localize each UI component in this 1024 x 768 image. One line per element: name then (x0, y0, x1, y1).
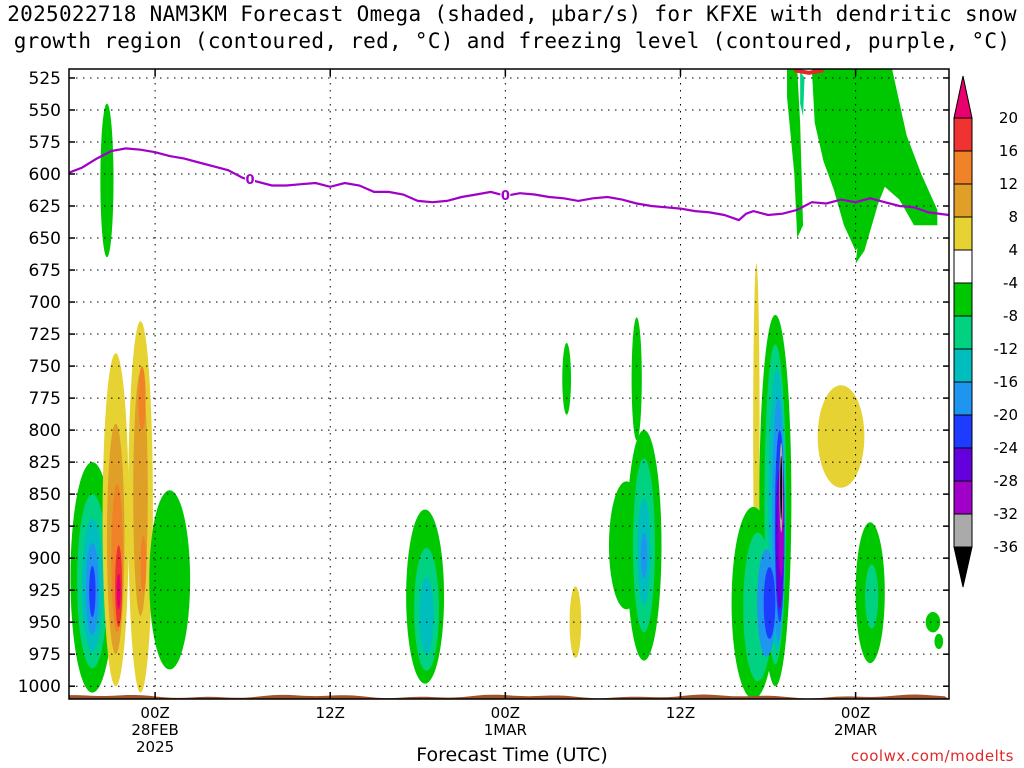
omega-cell-10 (116, 573, 121, 610)
omega-cell-18 (419, 577, 434, 655)
y-tick-label: 600 (29, 165, 61, 185)
y-tick-label: 525 (29, 69, 61, 89)
omega-cell-0 (100, 103, 114, 258)
chart-title-line-2: growth region (contoured, red, °C) and f… (13, 29, 1011, 53)
x-tick-label: 00Z (140, 704, 169, 722)
colorbar-segment (953, 183, 973, 218)
chart-title-line-1: 2025022718 NAM3KM Forecast Omega (shaded… (7, 2, 1017, 26)
x-tick-label: 12Z (316, 704, 345, 722)
y-tick-label: 550 (29, 101, 61, 121)
y-tick-label: 650 (29, 229, 61, 249)
colorbar-label: 16 (999, 142, 1018, 160)
omega-cell-21 (631, 317, 642, 441)
colorbar-label: 8 (1008, 208, 1018, 226)
colorbar: 20 16 12 8 4 -4 -8 -12 -16 -20 -24 -28 -32 -36 (953, 75, 1019, 588)
grid-lines (69, 69, 949, 699)
x-axis-label: Forecast Time (UTC) (416, 744, 608, 766)
freezing-level-line (69, 147, 949, 222)
colorbar-label: -4 (1003, 274, 1018, 292)
y-tick-label: 700 (29, 293, 61, 313)
x-tick-label: 00Z (491, 704, 520, 722)
x-tick-label: 2025 (136, 738, 174, 756)
y-tick-label: 925 (29, 581, 61, 601)
colorbar-label: 12 (999, 175, 1018, 193)
y-tick-label: 950 (29, 613, 61, 633)
y-tick-label: 975 (29, 645, 61, 665)
colorbar-segment (953, 381, 973, 416)
y-tick-label: 900 (29, 549, 61, 569)
omega-region-3 (855, 206, 878, 264)
colorbar-label: 20 (999, 109, 1018, 127)
colorbar-segment (953, 348, 973, 383)
terrain-surface (69, 694, 949, 699)
colorbar-label: -12 (994, 340, 1019, 358)
freezing-level-label: 0 (501, 189, 510, 204)
omega-cell-43 (865, 564, 879, 629)
freezing-level-label-bg (500, 187, 511, 202)
omega-cell-44 (925, 611, 941, 633)
colorbar-label: -8 (1003, 307, 1018, 325)
omega-cell-40 (780, 455, 783, 520)
omega-region-0 (787, 69, 804, 239)
y-tick-label: 800 (29, 421, 61, 441)
x-tick-label: 2MAR (834, 721, 877, 739)
colorbar-bottom-arrow (953, 546, 973, 588)
omega-cell-15 (149, 490, 191, 670)
colorbar-label: -16 (994, 373, 1019, 391)
colorbar-segment (953, 249, 973, 284)
colorbar-segment (953, 480, 973, 515)
y-tick-label: 1000 (18, 677, 61, 697)
colorbar-segment (953, 513, 973, 548)
y-tick-label: 675 (29, 261, 61, 281)
omega-cell-41 (763, 567, 776, 639)
omega-cell-5 (89, 565, 96, 618)
y-tick-label: 850 (29, 485, 61, 505)
colorbar-segment (953, 150, 973, 185)
omega-cell-19 (562, 343, 572, 415)
y-tick-label: 825 (29, 453, 61, 473)
omega-cell-28 (817, 385, 865, 488)
plot-frame (68, 68, 950, 700)
x-tick-label: 28FEB (131, 721, 178, 739)
omega-cell-20 (569, 586, 582, 659)
x-tick-label: 00Z (841, 704, 870, 722)
omega-cell-45 (934, 633, 944, 650)
snow-growth-contour (793, 69, 824, 75)
omega-cell-13 (138, 366, 146, 431)
colorbar-label: 4 (1008, 241, 1018, 259)
contour-lines: 00 (69, 69, 949, 222)
colorbar-top-arrow (953, 75, 973, 119)
colorbar-label: -36 (994, 538, 1019, 556)
y-tick-label: 625 (29, 197, 61, 217)
colorbar-label: -32 (994, 505, 1019, 523)
colorbar-segment (953, 447, 973, 482)
freezing-level-label: 0 (245, 173, 254, 188)
x-tick-label: 1MAR (484, 721, 527, 739)
omega-region-1 (800, 71, 805, 117)
y-tick-label: 575 (29, 133, 61, 153)
y-tick-label: 875 (29, 517, 61, 537)
omega-shading (69, 69, 949, 699)
colorbar-label: -24 (994, 439, 1019, 457)
credit-link[interactable]: coolwx.com/modelts (850, 747, 1014, 765)
omega-cell-14 (140, 536, 147, 593)
y-tick-label: 725 (29, 325, 61, 345)
colorbar-segment (953, 315, 973, 350)
omega-cell-26 (640, 532, 648, 579)
y-tick-label: 750 (29, 357, 61, 377)
colorbar-segment (953, 117, 973, 152)
colorbar-label: -20 (994, 406, 1019, 424)
colorbar-segment (953, 414, 973, 449)
colorbar-label: -28 (994, 472, 1019, 490)
x-tick-label: 12Z (666, 704, 695, 722)
colorbar-segment (953, 216, 973, 251)
freezing-level-label-bg (244, 171, 255, 186)
omega-region-2 (811, 69, 938, 251)
y-axis: 525 550 575 600 625 650 675 700 725 750 775 800 825 8… (18, 69, 949, 697)
y-tick-label: 775 (29, 389, 61, 409)
colorbar-segment (953, 282, 973, 317)
